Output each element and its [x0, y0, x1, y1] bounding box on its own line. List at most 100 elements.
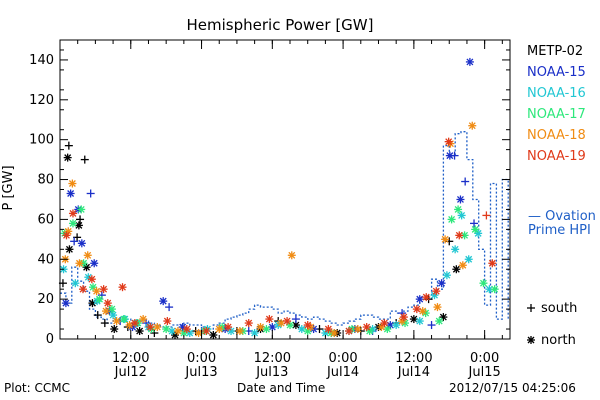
hpi-legend-line1: — Ovation — [528, 209, 596, 224]
data-point-noaa-16 — [109, 311, 118, 320]
data-point-noaa-15 — [437, 279, 446, 288]
data-point-noaa-19 — [283, 317, 292, 326]
data-point-noaa-19 — [244, 319, 253, 328]
data-point-noaa-17 — [286, 321, 295, 330]
data-point-noaa-16 — [415, 317, 424, 326]
legend-marker-north — [527, 336, 535, 344]
data-point-metp-02 — [209, 331, 218, 340]
data-point-noaa-18 — [418, 307, 427, 316]
timestamp: 2012/07/15 04:25:06 — [449, 381, 576, 395]
y-tick-label: 140 — [29, 53, 54, 68]
data-point-noaa-19 — [182, 325, 191, 334]
data-point-noaa-18 — [68, 179, 77, 188]
data-point-noaa-15 — [456, 195, 465, 204]
data-point-noaa-19 — [202, 327, 211, 336]
legend-metp-02: METP-02 — [527, 44, 583, 59]
y-tick-label: 100 — [29, 133, 54, 148]
data-point-noaa-17 — [77, 205, 86, 214]
data-point-metp-02 — [93, 311, 102, 320]
data-point-noaa-18 — [468, 121, 477, 130]
data-point-noaa-15 — [461, 177, 470, 186]
data-point-metp-02 — [80, 155, 89, 164]
x-tick-time: 0:00 — [187, 351, 216, 366]
data-point-noaa-18 — [287, 251, 296, 260]
x-tick-date: Jul13 — [255, 365, 288, 380]
data-point-noaa-15 — [66, 189, 75, 198]
data-point-noaa-19 — [130, 319, 139, 328]
data-point-noaa-16 — [227, 327, 236, 336]
x-tick-date: Jul14 — [326, 365, 359, 380]
data-point-noaa-16 — [457, 211, 466, 220]
hpi-step-line — [60, 131, 509, 330]
data-point-noaa-15 — [445, 151, 454, 160]
legend-noaa-19: NOAA-19 — [527, 149, 586, 164]
data-point-noaa-18 — [353, 325, 362, 334]
data-point-noaa-19 — [79, 285, 88, 294]
x-tick-time: 0:00 — [470, 351, 499, 366]
data-point-metp-02 — [452, 265, 461, 274]
y-tick-label: 120 — [29, 93, 54, 108]
data-point-noaa-16 — [464, 255, 473, 264]
data-point-noaa-18 — [64, 227, 73, 236]
x-tick-date: Jul14 — [397, 365, 430, 380]
data-point-noaa-18 — [112, 317, 121, 326]
y-axis-label: P [GW] — [1, 165, 16, 210]
chart-title: Hemispheric Power [GW] — [187, 16, 374, 34]
data-point-noaa-15 — [70, 237, 79, 246]
data-point-noaa-15 — [90, 259, 99, 268]
data-point-metp-02 — [76, 215, 85, 224]
data-point-noaa-17 — [435, 317, 444, 326]
data-point-noaa-17 — [490, 285, 499, 294]
data-point-noaa-18 — [441, 235, 450, 244]
data-point-noaa-18 — [83, 251, 92, 260]
data-point-noaa-19 — [87, 275, 96, 284]
data-point-noaa-19 — [324, 325, 333, 334]
y-tick-label: 60 — [37, 212, 54, 227]
legend-label-south: south — [541, 301, 577, 316]
data-point-noaa-15 — [268, 323, 277, 332]
data-point-metp-02 — [110, 325, 119, 334]
data-point-noaa-17 — [447, 215, 456, 224]
data-point-noaa-16 — [297, 325, 306, 334]
data-point-noaa-18 — [215, 325, 224, 334]
data-point-metp-02 — [63, 153, 72, 162]
legend-label-north: north — [541, 333, 576, 348]
legend-marker-south — [527, 304, 535, 312]
data-point-noaa-18 — [433, 303, 442, 312]
y-tick-label: 40 — [37, 252, 54, 267]
data-point-noaa-19 — [412, 305, 421, 314]
data-point-noaa-16 — [474, 229, 483, 238]
data-point-noaa-19 — [432, 287, 441, 296]
hpi-legend-line2: Prime HPI — [528, 223, 591, 238]
x-tick-time: 12:00 — [395, 351, 432, 366]
data-point-noaa-19 — [362, 323, 371, 332]
data-point-noaa-17 — [471, 225, 480, 234]
data-point-noaa-19 — [444, 137, 453, 146]
data-point-noaa-19 — [68, 209, 77, 218]
plot-credit: Plot: CCMC — [4, 381, 70, 395]
data-point-noaa-15 — [77, 239, 86, 248]
data-point-noaa-16 — [451, 245, 460, 254]
data-point-metp-02 — [135, 327, 144, 336]
data-point-noaa-18 — [173, 327, 182, 336]
data-point-noaa-15 — [465, 57, 474, 66]
data-point-noaa-18 — [256, 323, 265, 332]
data-point-noaa-19 — [482, 211, 491, 220]
data-point-noaa-17 — [95, 295, 104, 304]
data-point-noaa-19 — [163, 317, 172, 326]
data-point-metp-02 — [82, 263, 91, 272]
data-point-noaa-19 — [422, 293, 431, 302]
data-point-noaa-17 — [262, 325, 271, 334]
legend-noaa-15: NOAA-15 — [527, 65, 586, 80]
data-point-noaa-19 — [344, 327, 353, 336]
x-tick-date: Jul12 — [114, 365, 147, 380]
data-point-metp-02 — [74, 221, 83, 230]
data-point-noaa-15 — [165, 303, 174, 312]
data-point-noaa-15 — [450, 151, 459, 160]
data-point-noaa-15 — [470, 219, 479, 228]
x-tick-time: 12:00 — [254, 351, 291, 366]
data-point-noaa-19 — [99, 285, 108, 294]
data-point-noaa-18 — [75, 259, 84, 268]
data-point-noaa-18 — [458, 261, 467, 270]
